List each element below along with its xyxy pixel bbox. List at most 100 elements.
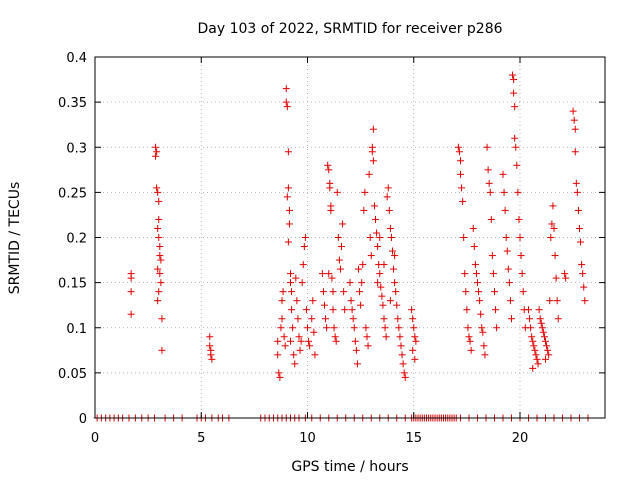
data-point	[511, 134, 519, 142]
data-point	[533, 355, 541, 363]
y-tick-label: 0.35	[58, 96, 87, 111]
data-point	[463, 306, 471, 314]
data-point	[291, 360, 299, 368]
data-point	[500, 188, 508, 196]
data-point	[298, 279, 306, 287]
y-tick-label: 0.3	[66, 141, 87, 156]
data-point	[545, 351, 553, 359]
data-point	[379, 301, 387, 309]
data-point	[513, 161, 521, 169]
data-point	[336, 265, 344, 273]
data-point	[487, 215, 495, 223]
data-point	[341, 306, 349, 314]
data-point	[374, 279, 382, 287]
data-point	[548, 220, 556, 228]
data-point	[536, 315, 544, 323]
data-point	[290, 351, 298, 359]
data-point	[278, 315, 286, 323]
data-point	[412, 337, 420, 345]
data-point	[300, 243, 308, 251]
data-point	[368, 143, 376, 151]
data-point	[481, 351, 489, 359]
data-point	[152, 143, 160, 151]
data-point	[454, 143, 462, 151]
data-point	[287, 337, 294, 345]
data-point	[311, 351, 319, 359]
data-point	[543, 342, 551, 350]
data-point	[492, 306, 500, 314]
data-point	[289, 324, 297, 332]
data-point	[529, 337, 537, 345]
data-point	[127, 274, 135, 282]
data-point	[506, 297, 514, 305]
data-point	[525, 306, 532, 314]
data-point	[547, 234, 555, 241]
data-point	[386, 297, 394, 305]
data-point	[352, 346, 360, 354]
data-point	[514, 188, 522, 196]
data-point	[401, 373, 409, 381]
data-point	[326, 184, 334, 192]
data-point	[325, 270, 333, 278]
data-point	[538, 324, 546, 332]
data-point	[155, 234, 163, 241]
data-point	[287, 279, 294, 287]
data-point	[288, 288, 296, 296]
data-point	[457, 157, 464, 165]
y-tick-label: 0.4	[66, 51, 87, 66]
data-point	[537, 319, 545, 327]
data-point	[276, 373, 284, 381]
data-point	[153, 148, 161, 156]
data-point	[581, 297, 589, 305]
data-point	[571, 125, 579, 133]
data-point	[544, 346, 552, 354]
data-point	[127, 310, 135, 318]
data-point	[278, 297, 286, 305]
data-point	[374, 243, 382, 251]
y-tick-label: 0.05	[58, 367, 87, 382]
data-point	[304, 324, 311, 332]
data-point	[527, 324, 535, 332]
data-point	[277, 324, 285, 332]
data-point	[365, 170, 373, 178]
data-point	[535, 306, 543, 314]
data-point	[529, 364, 537, 372]
data-point	[348, 306, 356, 314]
data-point	[355, 265, 362, 273]
data-point	[275, 369, 283, 377]
data-point	[472, 270, 480, 278]
data-point	[516, 234, 524, 241]
data-point	[508, 315, 515, 323]
data-point	[295, 333, 303, 341]
data-point	[279, 288, 287, 296]
data-point	[409, 346, 417, 354]
data-point	[280, 333, 288, 341]
data-point	[526, 315, 534, 323]
data-point	[156, 243, 164, 251]
data-point	[397, 342, 405, 350]
data-point	[376, 234, 384, 241]
data-point	[360, 206, 368, 214]
data-point	[493, 324, 501, 332]
data-point	[542, 355, 549, 363]
data-point	[549, 202, 557, 210]
data-point	[327, 206, 335, 214]
data-point	[471, 261, 479, 269]
data-point	[333, 188, 341, 196]
data-point	[483, 143, 491, 151]
data-point	[553, 297, 561, 305]
data-point	[153, 184, 161, 192]
y-tick-label: 0.2	[66, 232, 87, 247]
data-point	[154, 265, 162, 273]
data-point	[305, 337, 313, 345]
data-point	[319, 288, 327, 296]
data-point	[157, 279, 165, 287]
data-point	[580, 283, 588, 291]
data-point	[391, 252, 399, 260]
data-point	[398, 351, 406, 359]
data-point	[480, 342, 488, 350]
data-point	[562, 274, 570, 282]
data-point	[367, 252, 375, 260]
data-point	[579, 270, 587, 278]
data-point	[383, 193, 391, 201]
